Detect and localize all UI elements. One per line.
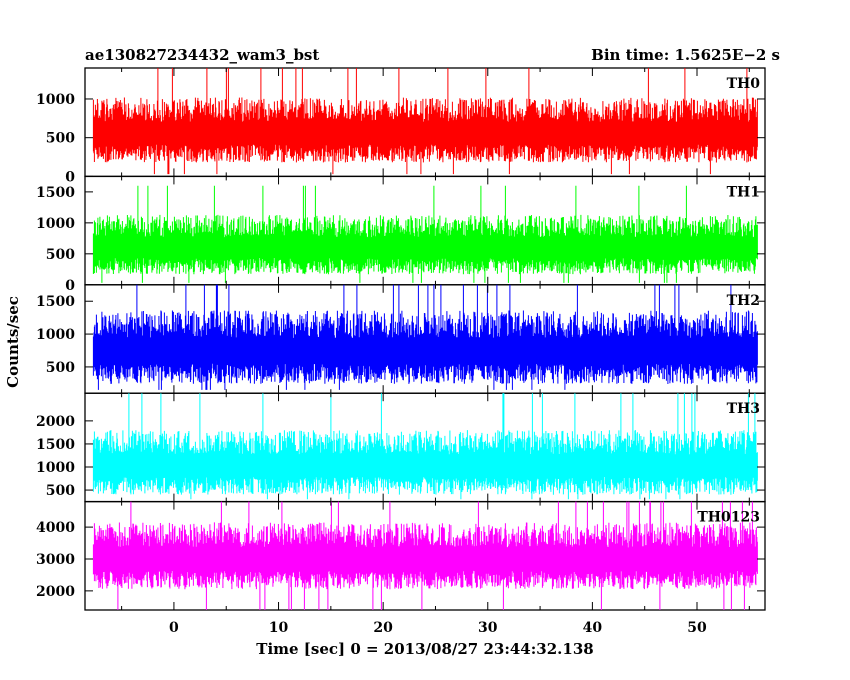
y-tick-label: 0 [65, 278, 75, 294]
y-tick-label: 500 [46, 483, 75, 499]
x-tick-label: 0 [169, 620, 179, 636]
series-label-th1: TH1 [727, 184, 760, 200]
series-trace-th0 [92, 68, 758, 175]
y-tick-label: 1000 [36, 216, 75, 232]
x-tick-label: 10 [269, 620, 289, 636]
x-tick-label: 30 [478, 620, 498, 636]
x-tick-label: 40 [583, 620, 603, 636]
series-label-th0: TH0 [727, 76, 761, 92]
x-tick-label: 20 [373, 620, 393, 636]
plot-title-right: Bin time: 1.5625E−2 s [591, 46, 780, 64]
y-axis-label: Counts/sec [4, 296, 22, 388]
y-tick-label: 1500 [36, 294, 75, 310]
y-tick-label: 500 [46, 360, 75, 376]
series-label-th3: TH3 [727, 401, 760, 417]
y-tick-label: 0 [65, 169, 75, 185]
y-tick-label: 1000 [36, 460, 75, 476]
series-label-th0123: TH0123 [697, 510, 760, 526]
y-tick-label: 4000 [36, 520, 75, 536]
y-tick-label: 500 [46, 131, 75, 147]
series-trace-th0123 [92, 501, 758, 610]
series-trace-th1 [92, 185, 758, 283]
y-tick-label: 1000 [36, 327, 75, 343]
y-tick-label: 500 [46, 247, 75, 263]
y-tick-label: 3000 [36, 552, 75, 568]
series-trace-th2 [92, 284, 758, 390]
y-tick-label: 2000 [36, 584, 75, 600]
y-tick-label: 1500 [36, 437, 75, 453]
series-trace-th3 [92, 393, 758, 500]
x-tick-label: 50 [687, 620, 707, 636]
x-axis-label: Time [sec] 0 = 2013/08/27 23:44:32.138 [256, 640, 593, 658]
y-tick-label: 1500 [36, 185, 75, 201]
panel-frame-th0123 [84, 500, 766, 611]
y-tick-label: 2000 [36, 414, 75, 430]
y-tick-label: 1000 [36, 92, 75, 108]
series-label-th2: TH2 [727, 293, 760, 309]
plot-title-left: ae130827234432_wam3_bst [85, 46, 319, 64]
